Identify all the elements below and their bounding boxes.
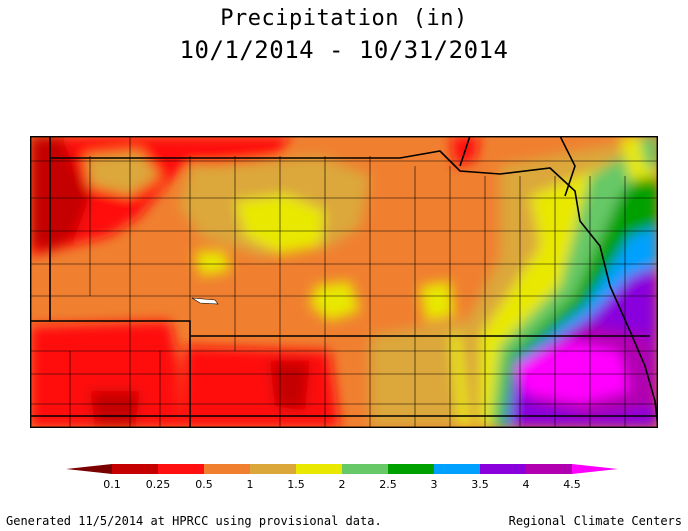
legend-label: 1: [247, 478, 254, 491]
precip-darkred-nw: [30, 136, 90, 251]
legend-label: 2: [339, 478, 346, 491]
precip-yellow-west: [195, 251, 230, 276]
color-legend: 0.1 0.25 0.5 1 1.5 2 2.5 3 3.5 4 4.5: [66, 464, 618, 491]
precip-yellow-central: [310, 281, 360, 321]
legend-swatch-4: [250, 464, 296, 474]
county-lines: [30, 136, 658, 428]
legend-swatch-10: [526, 464, 572, 474]
legend-label: 0.25: [146, 478, 171, 491]
legend-label: 3: [431, 478, 438, 491]
precip-green-ne: [640, 136, 658, 171]
precip-darkred-south: [270, 361, 310, 411]
legend-label: 0.1: [103, 478, 121, 491]
legend-swatch-7: [388, 464, 434, 474]
footer-generated-note: Generated 11/5/2014 at HPRCC using provi…: [6, 514, 382, 528]
map-title: Precipitation (in): [220, 6, 468, 31]
legend-swatch-9: [480, 464, 526, 474]
lake-shape: [191, 297, 219, 305]
legend-swatch-6: [342, 464, 388, 474]
precip-yellow-central2: [420, 281, 455, 321]
legend-swatch-11: [572, 464, 618, 474]
precip-magenta-se: [515, 341, 630, 404]
legend-label: 3.5: [471, 478, 489, 491]
legend-label: 0.5: [195, 478, 213, 491]
map-frame: [30, 136, 658, 428]
state-boundaries: [30, 136, 658, 428]
footer-credit: Regional Climate Centers: [508, 514, 682, 528]
legend-swatch-1: [112, 464, 158, 474]
legend-label: 4.5: [563, 478, 581, 491]
precipitation-map: [30, 136, 658, 428]
legend-label: 4: [523, 478, 530, 491]
map-date-range: 10/1/2014 - 10/31/2014: [179, 36, 509, 64]
legend-swatch-5: [296, 464, 342, 474]
legend-swatch-3: [204, 464, 250, 474]
legend-swatch-8: [434, 464, 480, 474]
precip-lightorange-nw: [85, 151, 160, 196]
precip-darkred-sw: [90, 391, 140, 426]
legend-label: 2.5: [379, 478, 397, 491]
legend-swatch-2: [158, 464, 204, 474]
legend-label: 1.5: [287, 478, 305, 491]
legend-swatch-0: [66, 464, 112, 474]
precip-red-sw: [30, 321, 180, 428]
